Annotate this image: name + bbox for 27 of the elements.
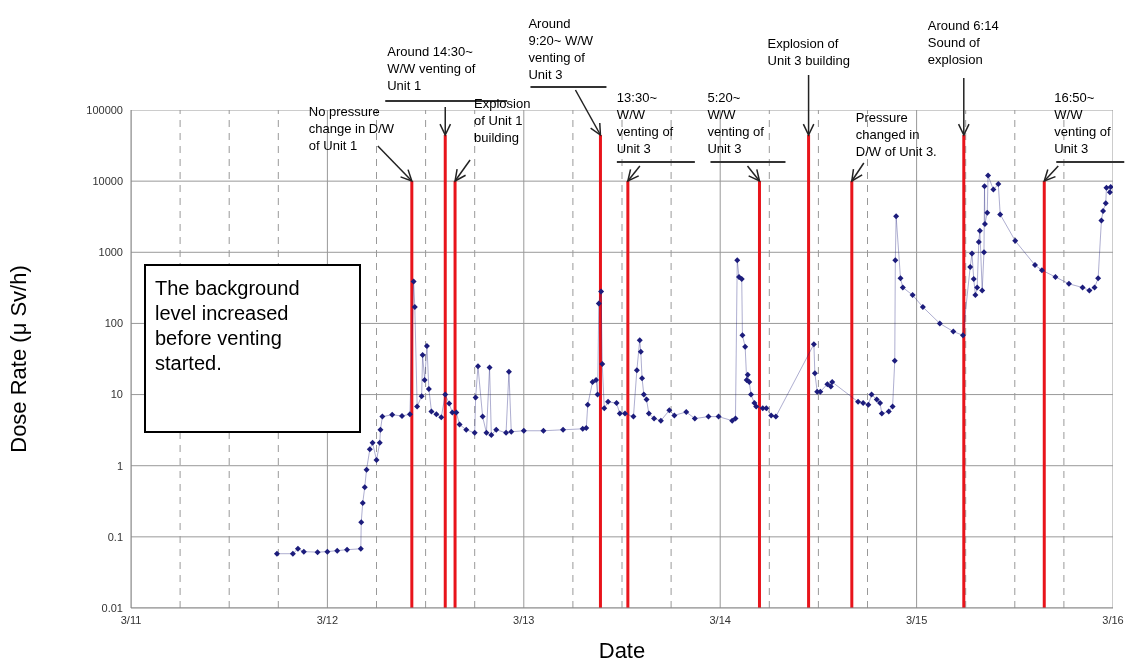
ref-line-label: 13:30~ W/W venting of Unit 3 (616, 90, 674, 156)
y-tick-label: 1 (116, 459, 123, 472)
y-tick-label: 1000 (98, 246, 123, 259)
y-tick-label: 10000 (92, 175, 123, 188)
y-tick-label: 100 (104, 317, 123, 330)
x-axis-title: Date (598, 638, 646, 663)
ref-line-label: Explosion of Unit 3 building (767, 36, 850, 68)
ref-line-label: No pressure change in D/W of Unit 1 (308, 104, 395, 153)
ref-line-label: Around 14:30~ W/W venting of Unit 1 (387, 44, 476, 93)
y-tick-label: 0.01 (101, 601, 123, 614)
x-tick-label: 3/13 (513, 613, 535, 626)
x-tick-label: 3/15 (905, 613, 928, 626)
y-tick-label: 10 (110, 388, 123, 401)
y-tick-label: 100000 (86, 103, 123, 116)
x-tick-label: 3/14 (709, 613, 731, 626)
annotation: The background level increased before venting started. (155, 277, 300, 374)
ref-line-label: 5:20~ W/W venting of Unit 3 (707, 90, 765, 156)
ref-line-label: Around 6:14 Sound of explosion (927, 18, 999, 67)
y-tick-label: 0.1 (107, 530, 123, 543)
ref-line-label: Pressure changed in D/W of Unit 3. (855, 110, 937, 159)
ref-line-label: Explosion of Unit 1 building (474, 96, 531, 145)
y-axis-title: Dose Rate (μ Sv/h) (5, 265, 31, 453)
x-tick-label: 3/16 (1102, 613, 1124, 626)
ref-line-label: Around 9:20~ W/W venting of Unit 3 (528, 16, 594, 82)
x-tick-label: 3/12 (316, 613, 339, 626)
ref-line-label: 16:50~ W/W venting of Unit 3 (1054, 90, 1112, 156)
x-tick-label: 3/11 (120, 613, 142, 626)
